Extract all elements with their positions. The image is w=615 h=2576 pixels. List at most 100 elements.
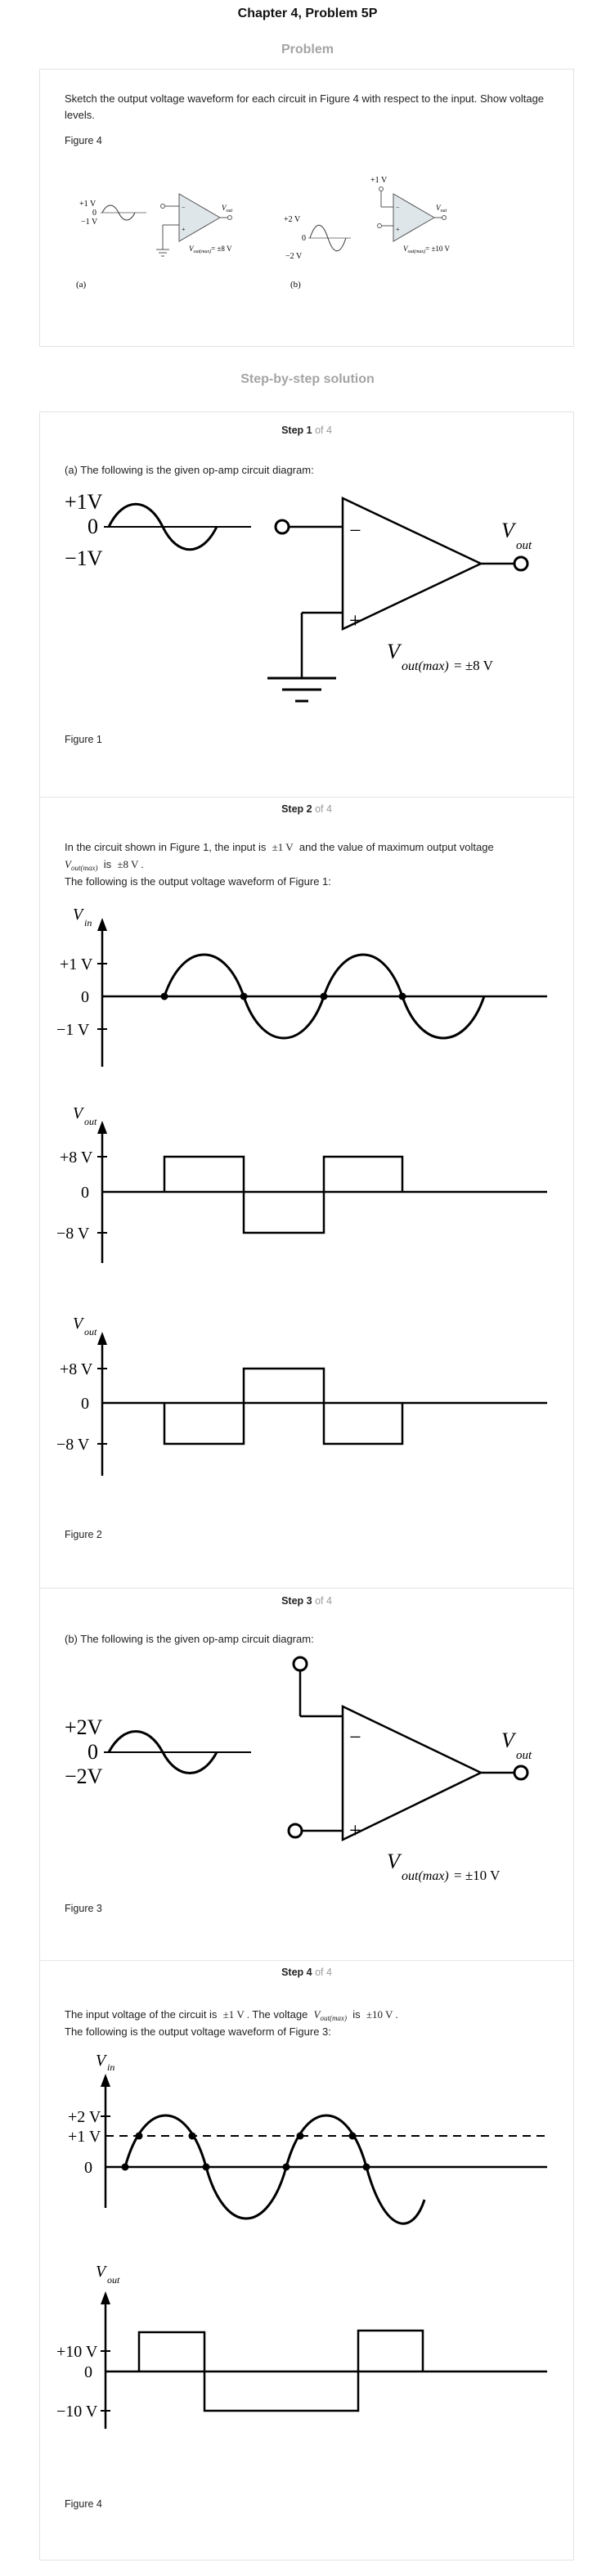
svg-text:out: out	[84, 1326, 97, 1337]
svg-text:0: 0	[81, 1395, 89, 1413]
step-4-line-1: The input voltage of the circuit is ±1 V…	[65, 2008, 398, 2022]
svg-text:V: V	[73, 1104, 85, 1122]
step-2-line-1: In the circuit shown in Figure 1, the in…	[65, 841, 494, 853]
svg-text:0: 0	[302, 234, 306, 243]
step-2-figure-label: Figure 2	[65, 1529, 102, 1540]
svg-text:+: +	[182, 226, 186, 233]
fig4-b-sine	[309, 224, 347, 252]
svg-text:−10 V: −10 V	[56, 2403, 98, 2421]
step-1-figure-label: Figure 1	[65, 734, 102, 745]
svg-text:−: −	[349, 1725, 361, 1749]
step-3-header: Step 3 of 4	[281, 1595, 332, 1607]
fig4-a-label: (a)	[76, 280, 87, 290]
svg-text:+: +	[349, 1818, 361, 1842]
svg-text:−: −	[396, 204, 400, 211]
svg-text:V: V	[501, 519, 517, 542]
problem-text: Sketch the output voltage waveform for e…	[65, 92, 545, 121]
svg-text:+1 V: +1 V	[68, 2128, 101, 2146]
step-4-vout-square	[137, 2329, 424, 2412]
step-3-circuit: +2V 0 −2V − + V out V out(max) = ±10 V	[65, 1656, 532, 1883]
step-1-header: Step 1 of 4	[281, 425, 332, 436]
step-divider	[40, 1960, 573, 1961]
fig4-b-label: (b)	[290, 280, 301, 290]
step-2-vin-tick: +1 V	[60, 955, 93, 973]
svg-text:0: 0	[84, 2159, 92, 2177]
svg-text:Vout: Vout	[436, 204, 447, 214]
svg-text:out(max): out(max)	[402, 1869, 449, 1883]
svg-text:0: 0	[88, 1740, 98, 1764]
step-2-vin-graph: V in +1 V 0 −1 V	[56, 906, 547, 1067]
fig4-a-in-zero: 0	[92, 209, 97, 218]
svg-text:+1V: +1V	[65, 490, 103, 514]
svg-text:+: +	[349, 609, 361, 632]
step-3-intro: (b) The following is the given op-amp ci…	[65, 1633, 314, 1645]
solution-card: Step 1 of 4 (a) The following is the giv…	[39, 411, 574, 2560]
svg-text:out: out	[516, 539, 532, 552]
step-2-waveforms: V in +1 V 0 −1 V V out	[56, 906, 547, 1476]
step-2-vout-graph-2: V out +8 V 0 −8 V	[56, 1315, 547, 1476]
svg-text:+10 V: +10 V	[56, 2343, 98, 2361]
step-4-vout-graph: V out +10 V 0 −10 V	[56, 2263, 547, 2429]
svg-text:in: in	[84, 917, 92, 928]
svg-text:0: 0	[88, 515, 98, 538]
problem-figure-4: (a) +1 V 0 −1 V − + Vout Vout(max)= ±8 V…	[76, 176, 451, 290]
svg-text:−1V: −1V	[65, 546, 103, 570]
problem-card: Sketch the output voltage waveform for e…	[39, 69, 574, 347]
svg-text:−8 V: −8 V	[56, 1436, 90, 1454]
svg-text:in: in	[107, 2061, 114, 2073]
step-3-sine	[107, 1730, 218, 1774]
svg-text:+8 V: +8 V	[60, 1360, 93, 1378]
svg-text:Vout(max)= ±10 V: Vout(max)= ±10 V	[403, 245, 451, 254]
step-divider	[40, 1588, 573, 1589]
svg-text:V: V	[73, 1315, 85, 1333]
svg-text:Vout: Vout	[222, 204, 233, 214]
svg-text:0: 0	[81, 1184, 89, 1202]
step-3-figure-label: Figure 3	[65, 1903, 102, 1914]
svg-text:V: V	[501, 1729, 517, 1752]
step-2-vout-square-2	[163, 1367, 404, 1445]
svg-text:−2V: −2V	[65, 1765, 103, 1788]
svg-text:out(max): out(max)	[402, 659, 449, 673]
problem-heading: Problem	[281, 43, 334, 56]
fig4-a-in-minus: −1 V	[81, 218, 98, 227]
step-2-vout-square-1	[163, 1155, 404, 1234]
fig4-a-opamp	[178, 193, 221, 242]
svg-text:0: 0	[84, 2363, 92, 2381]
svg-text:−2 V: −2 V	[285, 252, 303, 261]
svg-text:−: −	[182, 204, 186, 211]
svg-text:V: V	[73, 906, 85, 924]
solution-heading: Step-by-step solution	[240, 372, 375, 386]
fig4-b-opamp	[393, 193, 435, 242]
svg-text:+: +	[396, 226, 400, 233]
step-4-vin-graph: V in +2 V +1 V 0	[68, 2052, 547, 2225]
step-2-header: Step 2 of 4	[281, 803, 332, 815]
svg-text:+2 V: +2 V	[284, 215, 301, 224]
step-2-line-2: Vout(max) is ±8 V .	[65, 858, 144, 872]
fig4-a-sine	[101, 205, 136, 221]
svg-text:+2V: +2V	[65, 1715, 103, 1739]
step-1-circuit: +1V 0 −1V − + V out V out(max) = ±8 V	[65, 490, 532, 703]
step-1-opamp	[341, 497, 483, 631]
step-1-sine	[107, 502, 218, 551]
step-4-line-2: The following is the output voltage wave…	[65, 2025, 331, 2038]
svg-text:= ±10 V: = ±10 V	[454, 1868, 501, 1883]
fig4-a-in-plus: +1 V	[79, 200, 97, 209]
step-4-figure-label: Figure 4	[65, 2498, 102, 2510]
svg-text:out: out	[516, 1749, 532, 1762]
svg-text:V: V	[387, 1850, 402, 1873]
step-4-waveforms: V in +2 V +1 V 0 V	[56, 2052, 547, 2429]
step-3-opamp	[341, 1705, 483, 1841]
page-title: Chapter 4, Problem 5P	[237, 7, 378, 20]
step-4-vin-sine	[123, 2114, 426, 2225]
svg-text:V: V	[96, 2052, 108, 2070]
svg-text:+8 V: +8 V	[60, 1149, 93, 1167]
svg-text:+2 V: +2 V	[68, 2108, 101, 2126]
svg-text:out: out	[84, 1116, 97, 1127]
svg-text:Vout(max)= ±8 V: Vout(max)= ±8 V	[189, 245, 232, 254]
svg-text:= ±8 V: = ±8 V	[454, 658, 494, 673]
svg-text:+1 V: +1 V	[370, 176, 388, 185]
svg-text:−: −	[349, 519, 361, 542]
problem-figure-label: Figure 4	[65, 135, 102, 146]
svg-text:V: V	[96, 2263, 108, 2281]
